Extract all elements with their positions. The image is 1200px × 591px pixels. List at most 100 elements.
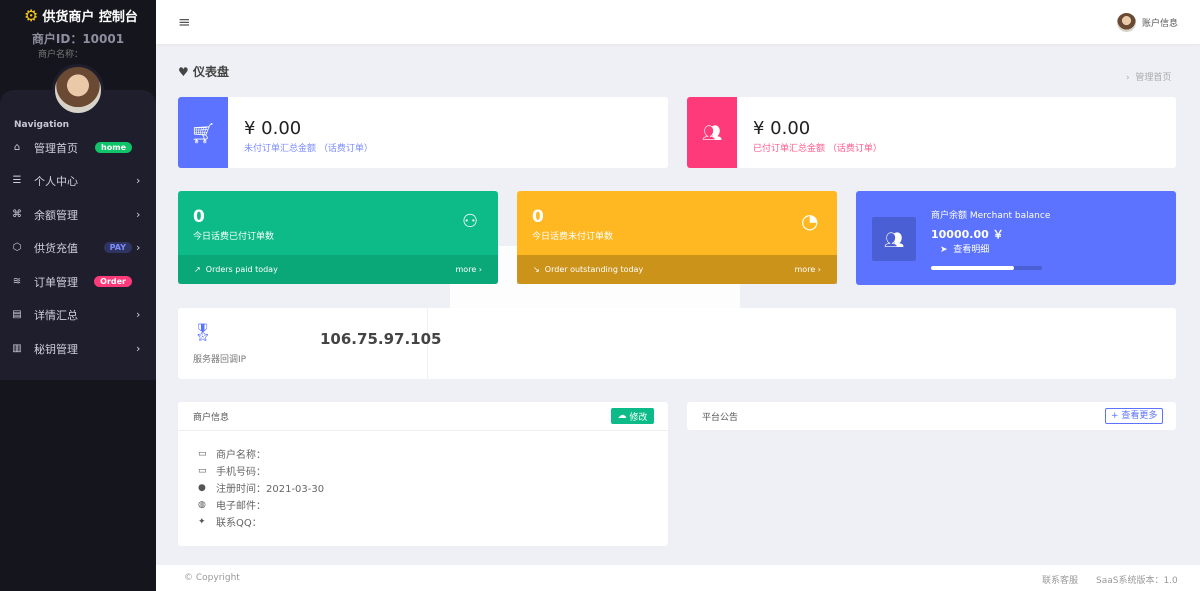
info-row-name: ▭ 商户名称：	[198, 448, 266, 462]
box-icon: ⬡	[12, 242, 22, 253]
paid-amount: ¥ 0.00	[753, 118, 811, 139]
paid-orders-card: 0 今日话费已付订单数 ⚇ ↗ Orders paid today more ›	[178, 191, 498, 284]
breadcrumb: › 管理首页	[1126, 73, 1172, 83]
chevron-right-icon: ›	[136, 174, 141, 187]
logo-icon: ⚙	[24, 6, 39, 25]
avatar[interactable]	[52, 64, 104, 116]
nav-panel	[0, 90, 156, 380]
menu-toggle-icon[interactable]: ≡	[178, 13, 191, 31]
trend-down-icon: ↘ Order outstanding today	[533, 265, 644, 274]
balance-amount: 10000.00 ￥	[931, 228, 1004, 241]
unpaid-orders-card: 0 今日话费未付订单数 ◔ ↘ Order outstanding today m…	[517, 191, 837, 284]
paid-summary-card: 👥︎ ¥ 0.00 已付订单汇总金额 （话费订单）	[687, 97, 1176, 168]
unpaid-orders-count: 0	[532, 207, 544, 227]
compass-icon: ●	[198, 482, 206, 493]
more-label: more	[455, 265, 477, 274]
notice-card: 平台公告 + 查看更多	[687, 402, 1176, 430]
sidebar-item-details[interactable]: ▤ 详情汇总 ›	[0, 298, 156, 331]
balance-progress-fill	[931, 266, 1015, 270]
version: SaaS系统版本：1.0	[1096, 576, 1178, 586]
award-icon: 🎖︎	[192, 323, 214, 343]
home-badge: home	[95, 142, 132, 153]
twitter-icon: ✦	[198, 516, 206, 527]
chevron-right-icon: ›	[136, 241, 141, 254]
notice-title: 平台公告	[702, 413, 739, 423]
unpaid-amount: ¥ 0.00	[244, 118, 302, 139]
nav-heading: Navigation	[14, 120, 70, 130]
info-row-phone: ▭ 手机号码：	[198, 465, 266, 479]
layers-icon: ≋	[12, 276, 22, 287]
sidebar-item-profile[interactable]: ☰ 个人中心 ›	[0, 164, 156, 197]
unpaid-footer-text: Order outstanding today	[544, 265, 644, 274]
home-icon: ⌂	[13, 142, 21, 153]
sidebar-item-keys[interactable]: ▥ 秘钥管理 ›	[0, 332, 156, 365]
page-title: ♥ 仪表盘	[178, 65, 229, 79]
account-avatar[interactable]	[1117, 13, 1136, 32]
merchant-id: 商户ID：10001	[31, 32, 125, 46]
more-label: more	[794, 265, 816, 274]
merchant-info-card: 商户信息 ☁ 修改 ▭ 商户名称： ▭ 手机号码： ● 注册时间：2021-03-30…	[178, 402, 668, 546]
info-row-registered: ● 注册时间：2021-03-30	[198, 482, 325, 496]
chevron-right-icon: ›	[136, 308, 141, 321]
footer: © Copyright 联系客服 SaaS系统版本：1.0	[156, 565, 1200, 591]
chevron-right-icon: ›	[136, 342, 141, 355]
breadcrumb-home[interactable]: 管理首页	[1135, 73, 1172, 83]
edit-button[interactable]: ☁ 修改	[611, 408, 654, 424]
heart-icon: ♥	[178, 65, 189, 79]
merchant-info-title: 商户信息	[193, 413, 230, 423]
monitor-icon: ▭	[198, 465, 207, 476]
account-info-link[interactable]: 账户信息	[1142, 19, 1179, 29]
divider	[427, 308, 428, 379]
command-icon: ⌘	[12, 209, 22, 220]
unpaid-orders-label: 今日话费未付订单数	[532, 232, 614, 242]
brand: ⚙ 供货商户 控制台	[24, 6, 138, 25]
paid-orders-label: 今日话费已付订单数	[193, 232, 275, 242]
cloud-upload-icon: ☁	[617, 411, 627, 421]
paid-orders-footer: ↗ Orders paid today more ›	[178, 255, 498, 284]
contact-support-link[interactable]: 联系客服	[1042, 576, 1079, 586]
monitor-icon: ▭	[198, 448, 207, 459]
merchant-name: 商户名称：	[38, 50, 84, 60]
globe-icon: ◍	[198, 499, 206, 510]
sidebar-item-recharge[interactable]: ⬡ 供货充值 PAY ›	[0, 231, 156, 264]
sidebar-item-orders[interactable]: ≋ 订单管理 Order	[0, 265, 156, 298]
document-icon: ▤	[12, 309, 22, 320]
trend-up-icon: ↗ Orders paid today	[194, 265, 278, 274]
unpaid-orders-footer: ↘ Order outstanding today more ›	[517, 255, 837, 284]
copyright: © Copyright	[184, 573, 240, 583]
balance-progress	[931, 266, 1042, 270]
balance-card: 👥︎ 商户余额 Merchant balance 10000.00 ￥ ➤ 查看…	[856, 191, 1176, 285]
view-details-label: 查看明细	[953, 245, 990, 255]
map-icon: ▥	[12, 343, 22, 354]
pie-chart-icon: ◔	[801, 209, 819, 233]
users-icon: 👥︎	[872, 217, 916, 261]
send-icon: ➤	[940, 245, 948, 255]
unpaid-summary-card: 🛒︎ ¥ 0.00 未付订单汇总金额 （话费订单）	[178, 97, 668, 168]
card-header	[178, 402, 668, 431]
view-details-link[interactable]: ➤ 查看明细	[940, 242, 989, 255]
more-link[interactable]: more ›	[794, 265, 821, 274]
info-list: ▭ 商户名称： ▭ 手机号码： ● 注册时间：2021-03-30 ◍ 电子邮件： ✦ 联…	[198, 445, 324, 530]
cart-icon: 🛒︎	[178, 97, 228, 168]
pay-badge: PAY	[103, 242, 132, 253]
unpaid-label: 未付订单汇总金额 （话费订单）	[244, 144, 373, 154]
more-link[interactable]: more ›	[455, 265, 482, 274]
sidebar-item-balance[interactable]: ⌘ 余额管理 ›	[0, 198, 156, 231]
top-header	[156, 0, 1200, 44]
sidebar-item-home[interactable]: ⌂ 管理首页 home	[0, 131, 156, 164]
chevron-right-icon: ›	[136, 208, 141, 221]
view-more-button[interactable]: + 查看更多	[1105, 408, 1164, 424]
edit-label: 修改	[629, 412, 648, 423]
user-check-icon: ⚇	[462, 211, 479, 232]
server-card: 🎖︎ 服务器回调IP 106.75.97.105	[178, 308, 1176, 379]
server-ip-label: 服务器回调IP	[193, 355, 247, 365]
paid-orders-count: 0	[193, 207, 205, 227]
balance-title: 商户余额 Merchant balance	[931, 211, 1051, 221]
paid-footer-text: Orders paid today	[205, 265, 278, 274]
paid-label: 已付订单汇总金额 （话费订单）	[753, 144, 882, 154]
users-icon: 👥︎	[687, 97, 737, 168]
info-row-qq: ✦ 联系QQ：	[198, 516, 262, 530]
server-ip: 106.75.97.105	[320, 330, 442, 348]
info-row-email: ◍ 电子邮件：	[198, 499, 266, 513]
order-badge: Order	[94, 276, 132, 287]
